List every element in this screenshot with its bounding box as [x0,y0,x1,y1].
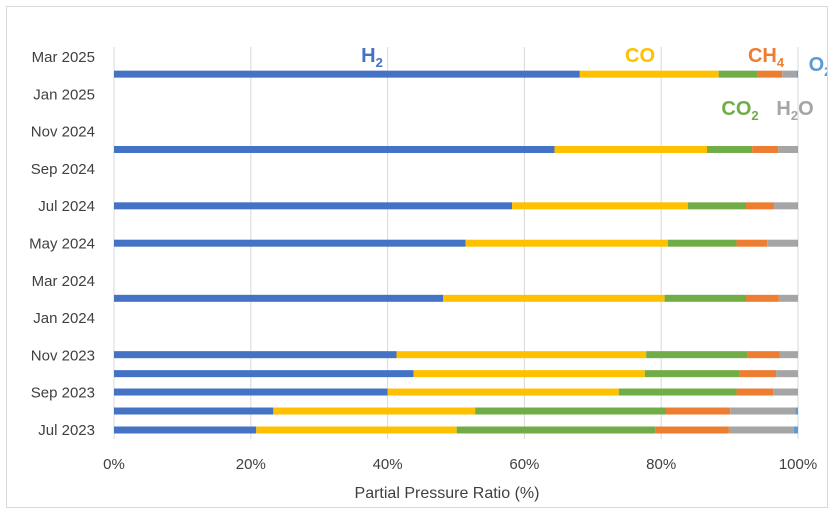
y-tick-label: Mar 2025 [32,49,95,66]
bar-segment [114,370,414,378]
bar-segment [665,407,731,415]
bar-segment [707,145,753,153]
x-tick-label: 100% [779,456,817,473]
bar-segment [782,70,797,78]
stacked-bar-chart: Jul 2023 Sep 2023 Nov 2023 Jan 2024 Mar 2024… [29,45,831,502]
bar-row [114,202,798,210]
bar-segment [797,239,798,247]
bar-segment [114,407,274,415]
bar-segment [728,426,794,434]
bar-segment [475,407,666,415]
bar-segment [797,145,798,153]
bar-segment [114,294,444,302]
bar-row [114,426,798,434]
bar-segment [774,202,798,210]
x-tick-label: 60% [509,456,539,473]
bar-segment [796,70,798,78]
y-tick-label: Sep 2023 [31,385,95,402]
bar-segment [114,145,555,153]
bar-segment [443,294,665,302]
bar-row [114,239,798,247]
bar-segment [465,239,669,247]
legend-label: H2O [776,98,813,123]
bar-segment [413,370,645,378]
bar-segment [779,351,798,359]
bar-row [114,388,798,396]
legend-label: CO [625,45,655,67]
bar-segment [730,407,796,415]
x-tick-label: 20% [236,456,266,473]
x-tick-label: 80% [646,456,676,473]
bars [114,70,798,434]
x-axis-label: Partial Pressure Ratio (%) [355,485,540,502]
legend: H2 CO CO2 CH4 H2O O2 [361,45,831,123]
bar-row [114,145,798,153]
legend-label: CO2 [721,98,758,123]
y-axis-ticks: Jul 2023 Sep 2023 Nov 2023 Jan 2024 Mar 2024… [29,49,95,439]
bar-segment [795,407,798,415]
legend-label: CH4 [748,45,785,70]
y-tick-label: Nov 2024 [31,124,95,141]
y-tick-label: Mar 2024 [32,273,95,290]
bar-segment [655,426,729,434]
bar-segment [773,388,798,396]
legend-label: O2 [809,54,827,79]
bar-segment [668,239,737,247]
bar-segment [746,202,775,210]
bar-segment [736,239,768,247]
y-tick-label: Nov 2023 [31,347,95,364]
bar-segment [618,388,737,396]
bar-segment [797,202,798,210]
y-tick-label: Sep 2024 [31,161,95,178]
bar-row [114,351,798,359]
bar-segment [273,407,476,415]
bar-segment [747,351,780,359]
bar-segment [736,388,774,396]
bar-row [114,70,798,78]
bar-row [114,370,798,378]
bar-segment [793,426,798,434]
bar-segment [757,70,783,78]
bar-segment [114,426,257,434]
chart-frame: Jul 2023 Sep 2023 Nov 2023 Jan 2024 Mar 2024… [6,6,831,508]
bar-segment [387,388,619,396]
y-tick-label: May 2024 [29,236,95,253]
bar-segment [646,351,748,359]
bar-segment [664,294,747,302]
x-axis-ticks: 0% 20% 40% 60% 80% 100% [103,456,817,473]
bar-segment [739,370,777,378]
y-tick-label: Jan 2025 [33,86,95,103]
x-tick-label: 40% [373,456,403,473]
bar-segment [778,294,798,302]
bar-row [114,407,798,415]
bar-segment [687,202,747,210]
bar-segment [554,145,708,153]
bar-segment [778,145,798,153]
legend-label: H2 [361,45,383,70]
bar-segment [396,351,647,359]
bar-segment [456,426,656,434]
bar-segment [256,426,457,434]
bar-segment [512,202,688,210]
bar-segment [114,202,513,210]
bar-segment [752,145,779,153]
bar-segment [114,388,388,396]
x-tick-label: 0% [103,456,125,473]
y-tick-label: Jul 2023 [38,422,95,439]
bar-segment [579,70,719,78]
bar-segment [718,70,758,78]
bar-segment [114,70,580,78]
bar-segment [114,239,466,247]
bar-segment [776,370,798,378]
bar-segment [644,370,740,378]
bar-segment [746,294,779,302]
y-tick-label: Jan 2024 [33,310,95,327]
y-tick-label: Jul 2024 [38,198,95,215]
bar-segment [767,239,798,247]
bar-segment [114,351,397,359]
bar-row [114,294,798,302]
